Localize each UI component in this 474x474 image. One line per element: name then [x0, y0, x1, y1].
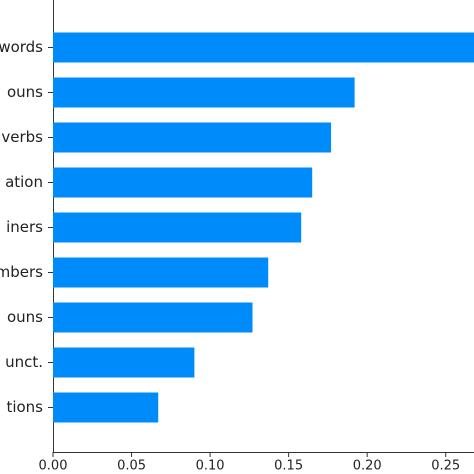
x-tick-label: 0.05: [117, 459, 146, 474]
bar: [53, 347, 195, 378]
bar: [53, 77, 355, 108]
y-tick-label: mbers: [0, 263, 43, 281]
bar: [53, 257, 269, 288]
bar: [53, 212, 302, 243]
bar: [53, 302, 253, 333]
bar: [53, 167, 313, 198]
bar: [53, 392, 159, 423]
y-tick-label: words: [0, 38, 43, 56]
y-tick-label: ouns: [7, 308, 43, 326]
y-tick-label: verbs: [1, 128, 43, 146]
y-tick-label: ation: [5, 173, 43, 191]
y-tick-label: iners: [6, 218, 43, 236]
x-tick-label: 0.15: [274, 459, 303, 474]
x-tick-label: 0.20: [353, 459, 382, 474]
y-tick-label: tions: [6, 398, 43, 416]
x-tick-label: 0.00: [39, 459, 68, 474]
bar: [53, 122, 332, 153]
y-tick-label: unct.: [5, 353, 43, 371]
y-tick-label: ouns: [7, 83, 43, 101]
bar: [53, 32, 474, 63]
x-tick-label: 0.10: [196, 459, 225, 474]
x-tick-label: 0.25: [431, 459, 460, 474]
